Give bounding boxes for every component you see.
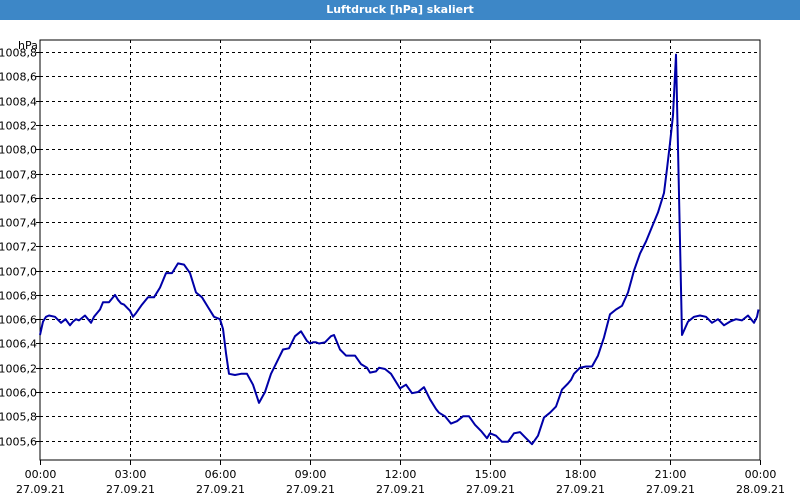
x-tick-date-label: 27.09.21 bbox=[196, 483, 245, 496]
y-tick-label: 1006,8 bbox=[0, 290, 37, 303]
y-tick-label: 1008,2 bbox=[0, 120, 37, 133]
x-tick-time-label: 00:00 bbox=[25, 468, 57, 481]
y-tick-label: 1007,2 bbox=[0, 241, 37, 254]
y-tick-label: 1008,0 bbox=[0, 144, 37, 157]
y-tick-label: 1007,8 bbox=[0, 169, 37, 182]
y-tick-label: 1008,4 bbox=[0, 96, 37, 109]
y-tick-label: 1007,4 bbox=[0, 217, 37, 230]
series-group bbox=[39, 53, 760, 446]
window-title: Luftdruck [hPa] skaliert bbox=[0, 0, 800, 20]
x-tick-date-label: 28.09.21 bbox=[736, 483, 785, 496]
x-tick-date-label: 27.09.21 bbox=[16, 483, 65, 496]
x-axis-ticks: 00:00 27.09.21 03:00 27.09.21 06:00 27.09.21 0… bbox=[16, 460, 785, 496]
y-tick-label: 1007,0 bbox=[0, 266, 37, 279]
pressure-series-line bbox=[39, 53, 760, 446]
x-tick-time-label: 12:00 bbox=[385, 468, 417, 481]
x-tick-time-label: 03:00 bbox=[115, 468, 147, 481]
y-axis-ticks: 1005,6 1005,8 1006,0 1006,2 1006,4 1006,6 1006… bbox=[0, 47, 40, 449]
x-tick-date-label: 27.09.21 bbox=[646, 483, 695, 496]
y-tick-label: 1006,2 bbox=[0, 363, 37, 376]
x-tick-time-label: 15:00 bbox=[475, 468, 507, 481]
grid-lines bbox=[40, 40, 760, 460]
y-tick-label: 1008,8 bbox=[0, 47, 37, 60]
x-tick-date-label: 27.09.21 bbox=[466, 483, 515, 496]
y-tick-label: 1006,4 bbox=[0, 338, 37, 351]
x-tick-date-label: 27.09.21 bbox=[106, 483, 155, 496]
x-tick-date-label: 27.09.21 bbox=[376, 483, 425, 496]
x-tick-date-label: 27.09.21 bbox=[286, 483, 335, 496]
y-tick-label: 1006,0 bbox=[0, 387, 37, 400]
y-tick-label: 1006,6 bbox=[0, 314, 37, 327]
x-tick-time-label: 00:00 bbox=[745, 468, 777, 481]
x-tick-time-label: 06:00 bbox=[205, 468, 237, 481]
x-tick-date-label: 27.09.21 bbox=[556, 483, 605, 496]
y-tick-label: 1005,8 bbox=[0, 411, 37, 424]
pressure-chart: 1005,6 1005,8 1006,0 1006,2 1006,4 1006,6 1006… bbox=[0, 39, 785, 496]
y-tick-label: 1005,6 bbox=[0, 436, 37, 449]
x-tick-time-label: 21:00 bbox=[655, 468, 687, 481]
x-tick-time-label: 18:00 bbox=[565, 468, 597, 481]
y-tick-label: 1008,6 bbox=[0, 71, 37, 84]
plot-area-border bbox=[39, 39, 761, 461]
x-tick-time-label: 09:00 bbox=[295, 468, 327, 481]
y-tick-label: 1007,6 bbox=[0, 193, 37, 206]
y-unit-label: hPa bbox=[18, 39, 38, 52]
